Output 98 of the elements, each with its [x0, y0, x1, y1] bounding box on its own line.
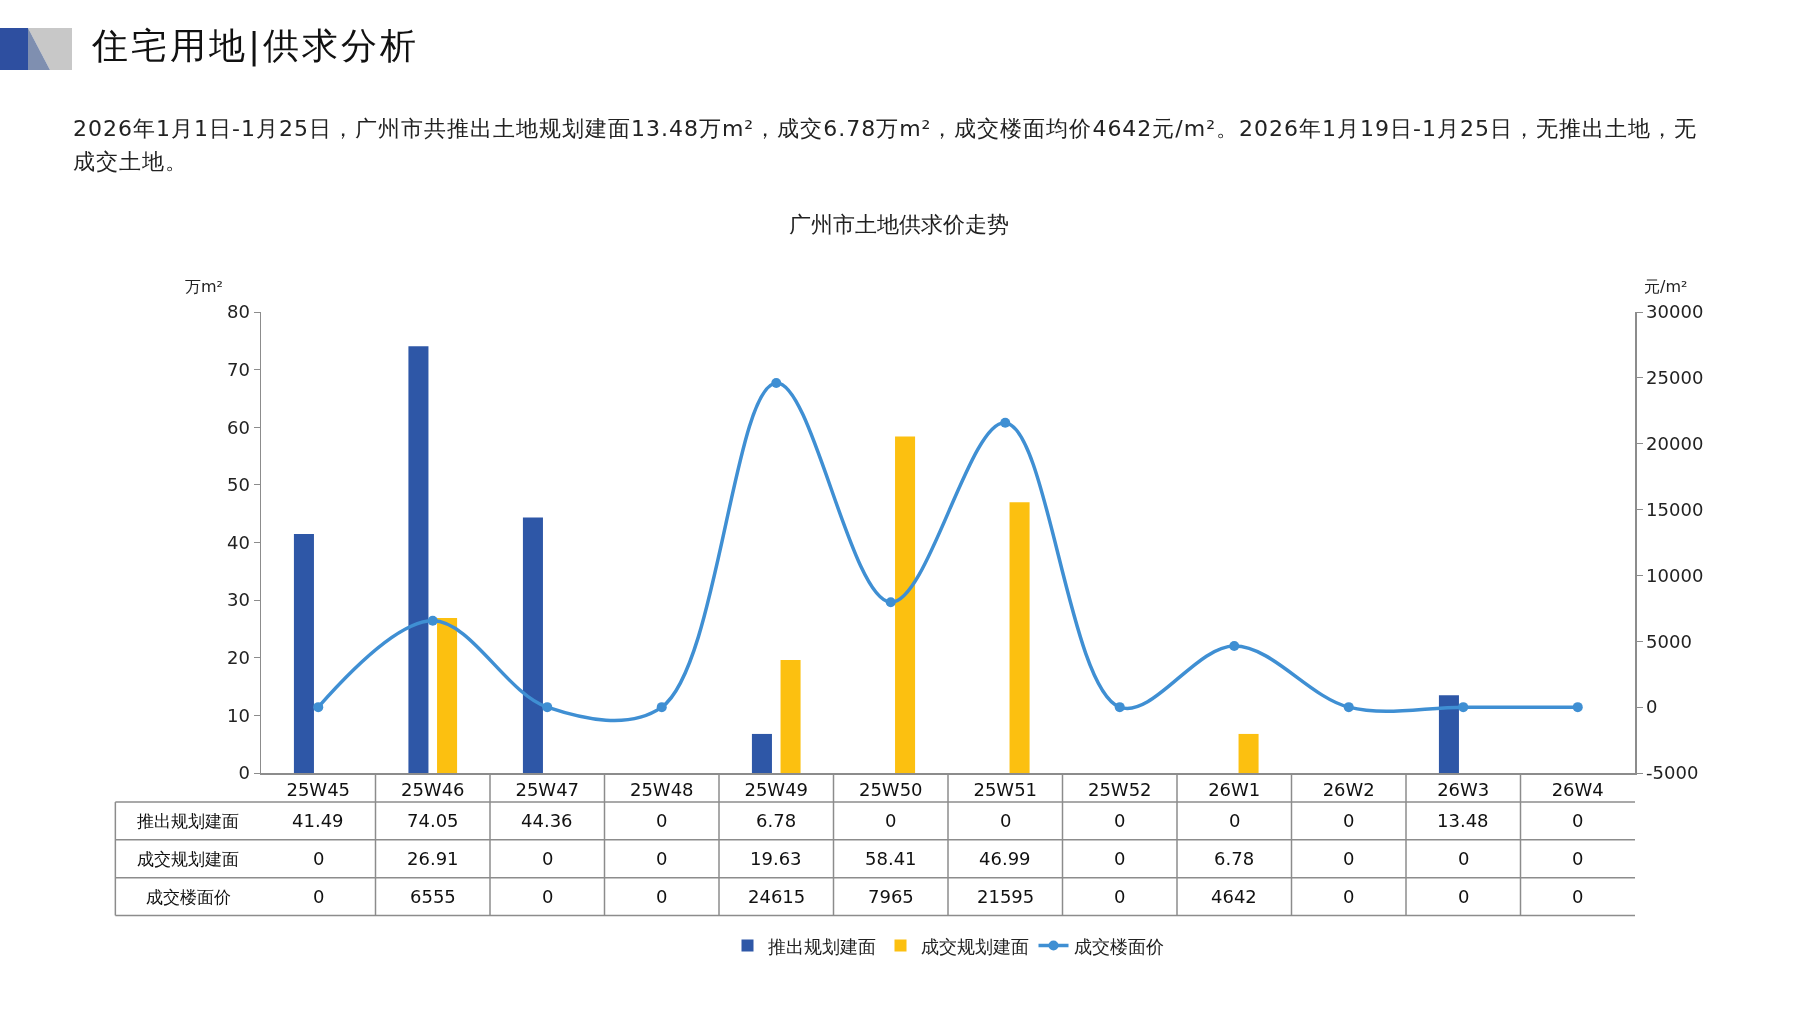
point	[1229, 641, 1240, 651]
bar	[522, 517, 543, 773]
bar	[1238, 733, 1259, 773]
data-label: 6555	[410, 886, 456, 907]
point	[313, 702, 324, 713]
y-tick-label: 0	[238, 762, 250, 784]
chart-subtitle: 2026年1月1日-1月25日，广州市共推出土地规划建面13.48万m²，成交6.78万m²，成交楼面均价4642元/m²。2026年1月19日-1月25日，无推出土地，无成交土地。	[73, 115, 1698, 176]
data-label: 74.05	[407, 810, 459, 831]
data-label: 0	[1572, 810, 1584, 831]
x-tick-label: 25W49	[744, 779, 809, 801]
y2-tick-label: 5000	[1646, 630, 1692, 652]
x-tick-label: 25W46	[400, 779, 465, 801]
point	[771, 377, 782, 388]
data-label: 0	[1572, 848, 1584, 869]
data-label: 0	[542, 848, 554, 869]
x-tick-label: 26W2	[1322, 779, 1375, 801]
data-label: 19.63	[750, 848, 802, 869]
legend-label: 成交楼面价	[1073, 935, 1164, 957]
point	[1572, 702, 1583, 713]
data-label: 7965	[868, 886, 914, 907]
bar	[408, 346, 429, 773]
y-tick-label: 70	[226, 358, 250, 380]
data-label: 0	[313, 886, 325, 907]
legend-label: 推出规划建面	[767, 935, 876, 957]
point	[1458, 702, 1469, 713]
data-label: 0	[1000, 810, 1012, 831]
data-label: 46.99	[979, 848, 1031, 869]
bar	[751, 733, 772, 773]
point	[1343, 702, 1354, 713]
point	[656, 702, 667, 713]
y-tick-label: 60	[226, 416, 250, 438]
x-tick-label: 25W52	[1087, 779, 1152, 801]
y-tick-label: 20	[226, 647, 250, 669]
bar	[293, 533, 314, 773]
y2-tick-label: 30000	[1646, 301, 1704, 323]
data-label: 0	[1343, 810, 1355, 831]
data-label: 0	[1114, 886, 1126, 907]
data-label: 44.36	[521, 810, 573, 831]
point	[1000, 417, 1011, 428]
bar	[895, 436, 916, 773]
data-label: 0	[1229, 810, 1241, 831]
data-label: 6.78	[1214, 848, 1255, 869]
data-label: 0	[1114, 810, 1126, 831]
data-label: 0	[542, 886, 554, 907]
y2-tick-label: 0	[1646, 696, 1658, 718]
x-tick-label: 25W51	[973, 779, 1038, 801]
data-label: 0	[656, 886, 668, 907]
data-label: 41.49	[292, 810, 344, 831]
data-label: 0	[1343, 886, 1355, 907]
data-label: 0	[1114, 848, 1126, 869]
legend-label: 成交规划建面	[920, 935, 1029, 957]
text: 成交楼面价	[146, 887, 231, 907]
bar	[437, 617, 458, 773]
x-tick-label: 26W4	[1551, 779, 1604, 801]
text: 推出规划建面	[137, 811, 239, 831]
data-label: 24615	[748, 886, 806, 907]
data-label: 13.48	[1437, 810, 1489, 831]
data-label: 6.78	[756, 810, 797, 831]
x-tick-label: 25W47	[515, 779, 580, 801]
y2-tick-label: -5000	[1646, 762, 1699, 784]
y-axis-title: 万m²	[185, 277, 223, 296]
y2-tick-label: 25000	[1646, 367, 1704, 389]
text: 住宅用地|供求分析	[92, 24, 420, 69]
data-label: 58.41	[865, 848, 917, 869]
y-tick-label: 40	[226, 531, 250, 553]
y2-tick-label: 20000	[1646, 433, 1704, 455]
y-tick-label: 50	[226, 474, 250, 496]
data-label: 0	[656, 810, 668, 831]
x-tick-label: 25W45	[286, 779, 351, 801]
data-label: 4642	[1211, 886, 1257, 907]
y-tick-label: 80	[226, 301, 250, 323]
data-label: 0	[656, 848, 668, 869]
x-tick-label: 25W50	[858, 779, 923, 801]
point	[427, 615, 438, 626]
point	[885, 597, 896, 608]
bar	[1009, 502, 1030, 773]
data-label: 21595	[977, 886, 1035, 907]
data-label: 26.91	[407, 848, 459, 869]
point	[542, 702, 553, 713]
y2-tick-label: 15000	[1646, 498, 1704, 520]
bar	[780, 659, 801, 773]
chart-title: 广州市土地供求价走势	[788, 211, 1009, 237]
x-tick-label: 25W48	[629, 779, 694, 801]
data-label: 0	[313, 848, 325, 869]
y-tick-label: 10	[226, 704, 250, 726]
data-label: 0	[1343, 848, 1355, 869]
y2-tick-label: 10000	[1646, 564, 1704, 586]
point	[1114, 702, 1125, 713]
data-label: 0	[1458, 848, 1470, 869]
bar	[1438, 695, 1459, 773]
y2-axis-title: 元/m²	[1644, 277, 1688, 296]
data-label: 0	[885, 810, 897, 831]
text: 成交规划建面	[137, 849, 239, 869]
y-tick-label: 30	[226, 589, 250, 611]
x-tick-label: 26W1	[1208, 779, 1261, 801]
data-label: 0	[1458, 886, 1470, 907]
data-label: 0	[1572, 886, 1584, 907]
x-tick-label: 26W3	[1437, 779, 1490, 801]
